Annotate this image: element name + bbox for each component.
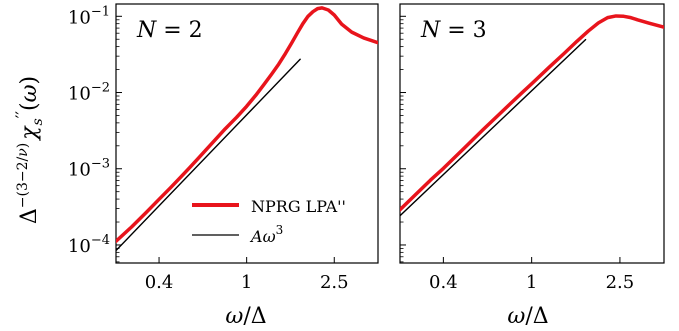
x-tick-label: 1 [526, 272, 537, 293]
panel-title: N = 2 [136, 18, 203, 43]
x-axis-label-right: ω/Δ [507, 304, 548, 329]
panel-title: N = 3 [420, 18, 487, 43]
x-tick-label: 0.4 [429, 272, 458, 293]
x-tick-label: 0.4 [145, 272, 174, 293]
legend-label-nprg: NPRG LPA'' [251, 197, 346, 216]
series-lines [116, 6, 378, 252]
series-fit-line [116, 58, 301, 252]
ticks [400, 15, 621, 263]
x-tick-label: 2.5 [606, 272, 635, 293]
panel-n3: 0.4 1 2.5 N = 3 [399, 3, 665, 293]
x-tick-label: 1 [241, 272, 252, 293]
tick-labels: 0.4 1 2.5 [429, 272, 634, 293]
y-axis-label: Δ−(3−2/ν)χs′′(ω) [12, 76, 46, 224]
series-fit-line [400, 38, 587, 217]
tick-labels: 0.4 1 2.5 10−4 10−3 10−2 10−1 [68, 4, 349, 293]
series-nprg-line [116, 6, 378, 243]
legend-label-fit: Aω3 [249, 223, 283, 246]
legend: NPRG LPA'' Aω3 [192, 197, 346, 246]
y-tick-label: 10−1 [68, 4, 110, 28]
ticks [116, 15, 335, 263]
x-axis-label-left: ω/Δ [225, 304, 266, 329]
y-tick-label: 10−2 [68, 81, 110, 105]
series-lines [400, 14, 664, 217]
panel-n2: 0.4 1 2.5 10−4 10−3 10−2 10−1 N = 2 NPRG LPA''… [68, 3, 379, 293]
x-tick-label: 2.5 [320, 272, 349, 293]
y-tick-label: 10−3 [68, 157, 110, 181]
series-nprg-line [400, 14, 664, 212]
y-tick-label: 10−4 [68, 233, 110, 257]
